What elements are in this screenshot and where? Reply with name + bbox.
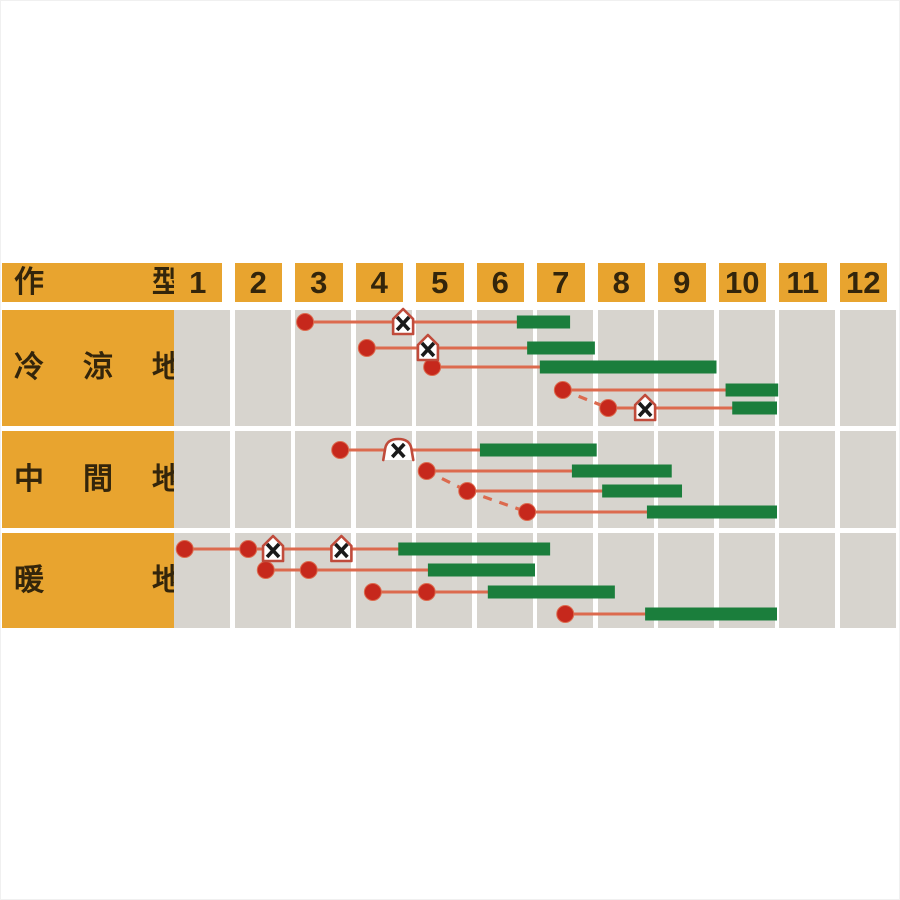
sow-dot [556,605,575,623]
grid-column [234,310,291,426]
harvest-bar [398,542,551,556]
harvest-bar [487,585,615,599]
month-header-cell-8: 8 [597,263,645,302]
header-label-sakugata: 作型 [2,263,194,302]
grid-column [839,310,896,426]
row-label-cool-region: 冷涼地 [2,310,194,426]
harvest-bar [527,341,595,355]
harvest-bar [427,563,535,577]
sow-dot [357,339,376,357]
x-mark-icon [395,315,411,332]
grid-column [839,533,896,628]
harvest-bar [571,464,672,478]
grid-column [174,431,230,528]
month-header-cell-10: 10 [718,263,766,302]
sow-dot [599,399,618,417]
month-header-cell-12: 12 [839,263,887,302]
sow-dot [417,583,436,601]
grid-column [779,431,835,528]
grid-column [174,310,230,426]
sow-dot [296,313,315,331]
x-mark-icon [334,542,349,559]
x-mark-icon [420,341,436,358]
grid-column [779,533,835,628]
sow-dot [458,482,477,500]
harvest-bar [645,607,777,621]
harvest-bar [725,383,779,397]
harvest-bar [646,505,777,519]
month-header-cell-2: 2 [234,263,282,302]
sow-dot [363,583,382,601]
harvest-bar [602,484,683,498]
sow-dot [417,462,436,480]
month-header-cell-3: 3 [295,263,343,302]
month-header-cell-4: 4 [355,263,403,302]
month-header-cell-5: 5 [416,263,464,302]
x-mark-icon [637,401,653,418]
grid-column [779,310,835,426]
sow-dot [331,441,350,459]
sow-dot [299,561,318,579]
month-header-cell-11: 11 [779,263,827,302]
month-header-cell-1: 1 [174,263,222,302]
x-mark-icon [265,542,281,559]
dash-link [466,489,528,514]
grid-column [234,431,291,528]
harvest-bar [479,443,597,457]
sow-dot [553,381,572,399]
sow-dot [239,540,258,558]
x-mark-icon [390,442,406,459]
grid-column [839,431,896,528]
month-header-cell-9: 9 [658,263,706,302]
harvest-bar [539,360,717,374]
month-header-cell-6: 6 [476,263,524,302]
sow-dot [175,540,194,558]
row-label-intermediate-region: 中間地 [2,431,194,528]
sow-dot [256,561,275,579]
row-label-warm-region: 暖地 [2,533,194,628]
month-header-cell-7: 7 [537,263,585,302]
sow-dot [518,503,537,521]
harvest-bar [516,315,571,329]
harvest-bar [732,401,777,415]
grid-column [597,533,654,628]
